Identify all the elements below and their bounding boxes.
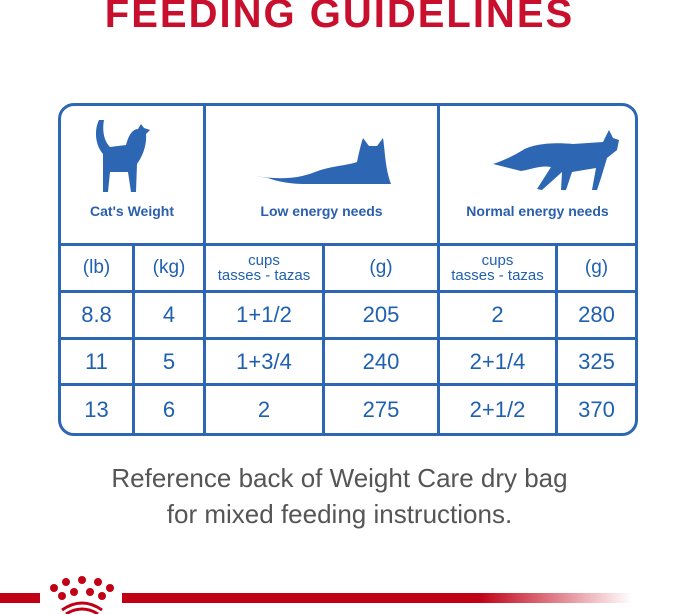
cell-normal-g: 370	[578, 396, 615, 422]
unit-kg: (kg)	[152, 257, 186, 278]
header-cats-weight: Cat's Weight	[90, 203, 174, 219]
unit-cups: cups	[481, 252, 514, 269]
cell-low-cups: 1+3/4	[236, 349, 292, 374]
cell-kg: 5	[162, 349, 176, 374]
cell-lb: 13	[84, 396, 109, 422]
cell-lb: 8.8	[81, 302, 112, 327]
cell-low-g: 275	[362, 396, 400, 422]
cell-low-g: 240	[362, 349, 400, 374]
cell-kg: 4	[162, 302, 176, 327]
brand-bar-left	[0, 593, 40, 603]
lying-cat-icon	[255, 138, 391, 184]
cell-normal-g: 325	[578, 349, 615, 374]
cell-low-g: 205	[362, 302, 400, 327]
unit-g-normal: (g)	[584, 257, 609, 278]
header-low-energy: Low energy needs	[260, 203, 383, 219]
cell-low-cups: 2	[257, 396, 271, 422]
unit-cups-translation: tasses - tazas	[217, 267, 311, 284]
unit-cups-translation: tasses - tazas	[451, 267, 544, 284]
cell-normal-g: 280	[578, 302, 615, 327]
unit-g-low: (g)	[369, 257, 393, 278]
cell-lb: 11	[85, 349, 108, 374]
cell-normal-cups: 2+1/4	[469, 349, 526, 374]
unit-lb: (lb)	[82, 257, 111, 278]
unit-cups-normal: cups tasses - tazas	[440, 246, 555, 290]
brand-bar-right	[122, 593, 632, 603]
unit-cups-low: cups tasses - tazas	[206, 246, 322, 290]
page-title: FEEDING GUIDELINES	[104, 0, 575, 36]
note-line-2: for mixed feeding instructions.	[166, 499, 513, 529]
mixed-feeding-note: Reference back of Weight Care dry bag for…	[0, 460, 679, 532]
cell-low-cups: 1+1/2	[236, 302, 292, 327]
header-normal-energy: Normal energy needs	[466, 203, 609, 219]
feeding-table: Cat's Weight Low energy needs Normal ene…	[58, 103, 638, 436]
walking-cat-icon	[493, 130, 619, 190]
cell-normal-cups: 2	[491, 302, 504, 327]
unit-cups: cups	[248, 252, 280, 269]
cell-normal-cups: 2+1/2	[469, 396, 526, 422]
royal-canin-crown-logo	[50, 576, 114, 614]
cell-kg: 6	[162, 396, 176, 422]
note-line-1: Reference back of Weight Care dry bag	[111, 463, 568, 493]
standing-cat-icon	[95, 120, 150, 192]
